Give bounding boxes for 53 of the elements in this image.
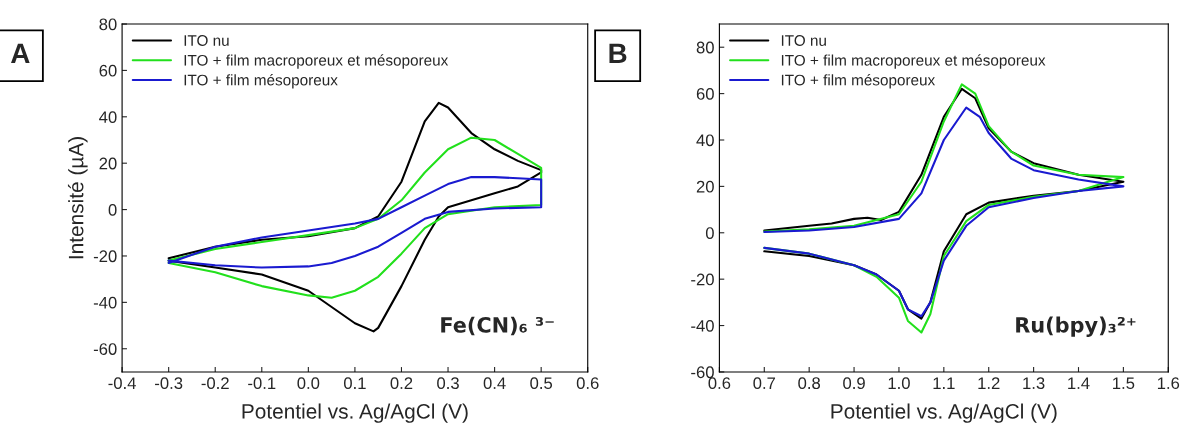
text: B	[609, 43, 627, 63]
y-tick-label: -60	[691, 366, 714, 379]
y-tick-label: 40	[696, 134, 714, 147]
y-tick-label: 80	[696, 41, 714, 54]
y-tick-label: -40	[691, 319, 714, 332]
y-tick-label: 60	[696, 88, 714, 100]
x-tick-label: 1.4	[1068, 377, 1090, 389]
x-tick-label: 0.7	[753, 377, 776, 390]
y-tick-label: -20	[691, 273, 714, 286]
y-tick-label: 0	[705, 227, 714, 239]
legend-label: ITO + film macroporeux et mésoporeux	[184, 54, 449, 69]
x-tick-label: 0.3	[437, 377, 459, 390]
x-tick-label: 0.2	[390, 377, 413, 390]
x-tick-label: 1.6	[1157, 377, 1180, 390]
y-tick-label: 80	[99, 18, 117, 31]
y-tick-label: -20	[93, 250, 117, 263]
y-tick-label: -60	[93, 343, 117, 355]
x-tick-label: 1.3	[1023, 377, 1045, 390]
legend-label: ITO + film macroporeux et mésoporeux	[781, 54, 1046, 69]
y-tick-label: 20	[696, 180, 714, 193]
x-tick-label: 1.0	[888, 377, 910, 390]
text: A	[11, 43, 30, 63]
x-tick-label: -0.2	[201, 377, 229, 390]
x-axis-title: Potentiel vs. Ag/AgCl (V)	[831, 403, 1057, 423]
x-tick-label: 0.6	[708, 377, 731, 390]
annotation: Ru(bpy)₃²⁺	[1016, 316, 1136, 337]
x-axis-title: Potentiel vs. Ag/AgCl (V)	[242, 403, 468, 423]
x-tick-label: 0.9	[843, 377, 865, 390]
x-tick-label: 1.5	[1113, 377, 1135, 390]
x-tick-label: 1.1	[933, 377, 955, 389]
line-series	[167, 136, 543, 299]
x-tick-label: -0.4	[108, 377, 136, 390]
x-tick-label: 0.5	[530, 377, 553, 390]
x-tick-label: 0.6	[576, 377, 599, 390]
x-tick-label: 1.2	[978, 377, 1000, 389]
line-series	[167, 176, 543, 269]
y-tick-label: 0	[108, 203, 117, 216]
y-tick-label: 60	[99, 64, 117, 77]
x-tick-label: -0.1	[248, 377, 276, 390]
x-tick-label: 0.1	[343, 377, 366, 390]
annotation: Fe(CN)₆ ³⁻	[441, 316, 554, 336]
legend-label: ITO + film mésoporeux	[781, 74, 936, 89]
legend-label: ITO + film mésoporeux	[184, 74, 338, 89]
y-axis-title: Intensité (µA)	[67, 137, 88, 259]
legend-label: ITO nu	[184, 35, 229, 46]
x-tick-label: 0.0	[297, 377, 320, 390]
x-tick-label: 0.4	[483, 377, 506, 390]
y-tick-label: 40	[99, 111, 117, 124]
x-tick-label: -0.3	[155, 377, 183, 390]
y-tick-label: 20	[99, 157, 117, 170]
legend-label: ITO nu	[781, 35, 826, 46]
y-tick-label: -40	[93, 296, 117, 309]
x-tick-label: 0.8	[798, 377, 821, 390]
